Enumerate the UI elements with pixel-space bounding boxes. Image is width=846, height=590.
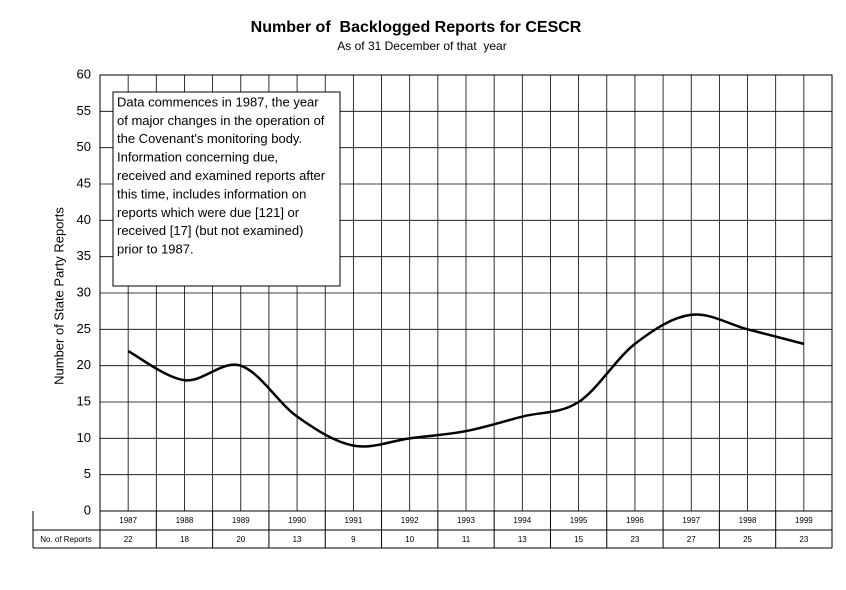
table-value: 13 <box>293 535 302 544</box>
annotation-line: received and examined reports after <box>117 168 326 183</box>
annotation-line: received [17] (but not examined) <box>117 223 303 238</box>
table-value: 15 <box>574 535 583 544</box>
x-tick-label: 1990 <box>288 516 306 525</box>
chart-subtitle: As of 31 December of that year <box>337 39 506 53</box>
table-value: 9 <box>351 535 356 544</box>
y-tick-label: 35 <box>77 248 91 263</box>
annotation-line: prior to 1987. <box>117 242 194 257</box>
table-value: 25 <box>743 535 752 544</box>
table-value: 27 <box>687 535 696 544</box>
y-tick-label: 25 <box>77 321 91 336</box>
annotation-line: Information concerning due, <box>117 150 278 165</box>
table-value: 23 <box>630 535 639 544</box>
y-tick-label: 30 <box>77 284 91 299</box>
annotation-line: this time, includes information on <box>117 186 306 201</box>
y-tick-label: 45 <box>77 175 91 190</box>
table-value: 11 <box>462 535 471 544</box>
y-tick-label: 5 <box>84 466 91 481</box>
x-tick-label: 1997 <box>682 516 700 525</box>
annotation-line: of major changes in the operation of <box>117 113 325 128</box>
table-value: 20 <box>236 535 245 544</box>
y-tick-label: 20 <box>77 357 91 372</box>
table-label: No. of Reports <box>40 535 92 544</box>
annotation-box <box>112 91 341 287</box>
table-value: 22 <box>124 535 133 544</box>
annotation-line: Data commences in 1987, the year <box>117 94 319 109</box>
x-tick-label: 1996 <box>626 516 644 525</box>
annotation-line: the Covenant's monitoring body. <box>117 131 302 146</box>
table-value: 23 <box>799 535 808 544</box>
x-tick-label: 1988 <box>176 516 194 525</box>
y-tick-label: 55 <box>77 103 91 118</box>
y-tick-label: 40 <box>77 212 91 227</box>
x-tick-label: 1992 <box>401 516 419 525</box>
x-tick-label: 1993 <box>457 516 475 525</box>
x-tick-label: 1994 <box>513 516 531 525</box>
y-tick-label: 0 <box>84 502 91 517</box>
table-value: 13 <box>518 535 527 544</box>
x-tick-label: 1991 <box>344 516 362 525</box>
table-value: 10 <box>405 535 414 544</box>
x-tick-label: 1995 <box>570 516 588 525</box>
y-axis-label: Number of State Party Reports <box>51 207 66 385</box>
data-line <box>127 313 805 448</box>
y-tick-label: 60 <box>77 66 91 81</box>
plot-frame <box>99 74 833 512</box>
y-tick-label: 15 <box>77 393 91 408</box>
x-tick-label: 1989 <box>232 516 250 525</box>
y-tick-label: 10 <box>77 430 91 445</box>
x-tick-label: 1999 <box>795 516 813 525</box>
chart-title: Number of Backlogged Reports for CESCR <box>251 19 582 36</box>
y-tick-label: 50 <box>77 139 91 154</box>
x-tick-label: 1987 <box>119 516 137 525</box>
x-tick-label: 1998 <box>739 516 757 525</box>
table-value: 18 <box>180 535 189 544</box>
annotation-line: reports which were due [121] or <box>117 205 300 220</box>
